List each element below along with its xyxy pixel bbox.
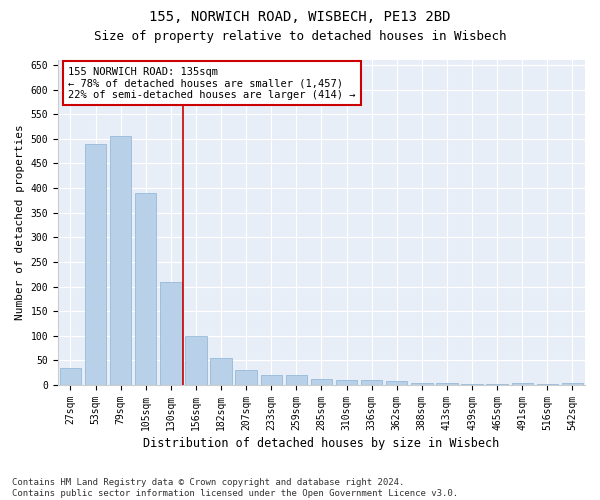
Text: Contains HM Land Registry data © Crown copyright and database right 2024.
Contai: Contains HM Land Registry data © Crown c… <box>12 478 458 498</box>
Bar <box>436 382 458 385</box>
Bar <box>311 379 332 385</box>
Bar <box>85 144 106 385</box>
X-axis label: Distribution of detached houses by size in Wisbech: Distribution of detached houses by size … <box>143 437 500 450</box>
Bar <box>260 375 282 385</box>
Bar <box>562 383 583 385</box>
Text: Size of property relative to detached houses in Wisbech: Size of property relative to detached ho… <box>94 30 506 43</box>
Bar <box>487 384 508 385</box>
Bar <box>60 368 81 385</box>
Bar <box>160 282 182 385</box>
Text: 155, NORWICH ROAD, WISBECH, PE13 2BD: 155, NORWICH ROAD, WISBECH, PE13 2BD <box>149 10 451 24</box>
Bar <box>336 380 357 385</box>
Text: 155 NORWICH ROAD: 135sqm
← 78% of detached houses are smaller (1,457)
22% of sem: 155 NORWICH ROAD: 135sqm ← 78% of detach… <box>68 66 356 100</box>
Bar <box>211 358 232 385</box>
Bar <box>386 381 407 385</box>
Y-axis label: Number of detached properties: Number of detached properties <box>15 124 25 320</box>
Bar <box>411 382 433 385</box>
Bar <box>361 380 382 385</box>
Bar <box>235 370 257 385</box>
Bar <box>512 383 533 385</box>
Bar <box>461 384 483 385</box>
Bar <box>135 193 157 385</box>
Bar <box>536 384 558 385</box>
Bar <box>110 136 131 385</box>
Bar <box>286 375 307 385</box>
Bar <box>185 336 206 385</box>
